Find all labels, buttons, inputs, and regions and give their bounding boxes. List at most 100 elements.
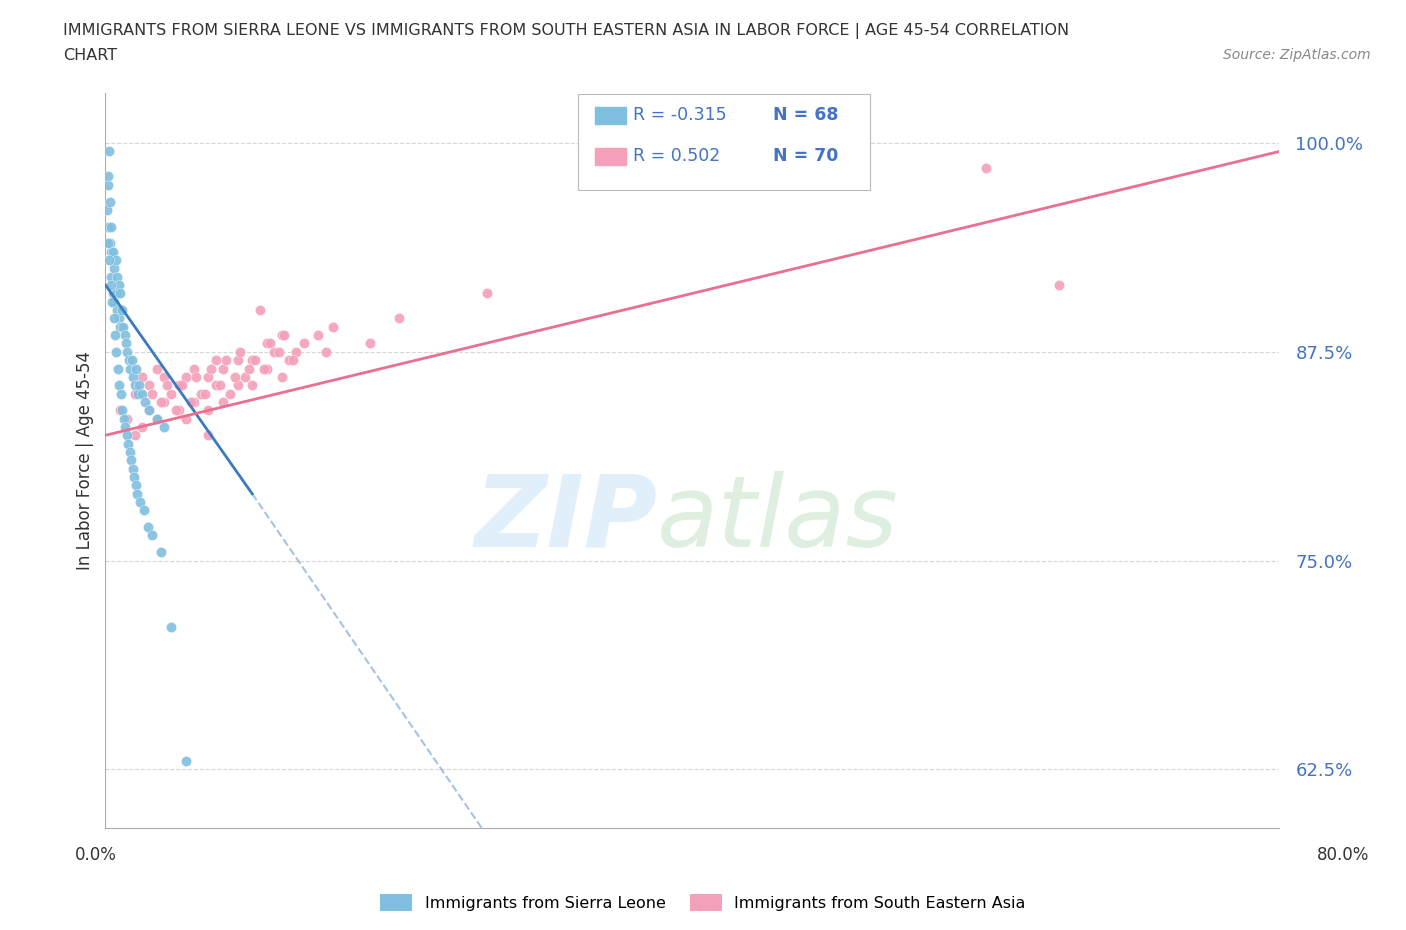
Point [124,428,146,443]
Point [1047,277,1070,292]
Point [108,286,131,300]
Point [103,261,125,276]
Point [249,302,271,317]
Text: 80.0%: 80.0% [1316,846,1369,864]
Point [359,336,381,351]
Point [224,369,246,384]
Point [150,394,173,409]
Point [104,327,127,342]
Point [174,411,197,426]
Point [267,344,290,359]
Point [197,428,219,443]
Text: R = 0.502: R = 0.502 [633,147,720,166]
Point [240,352,263,367]
Point [115,428,138,443]
Point [315,344,337,359]
Point [138,403,160,418]
Point [253,361,276,376]
Point [204,378,226,392]
Point [108,378,131,392]
Point [98,144,121,159]
Point [322,319,344,334]
Point [167,403,190,418]
Point [167,378,190,392]
Text: N = 70: N = 70 [773,147,838,166]
Text: N = 68: N = 68 [773,106,839,125]
Point [146,361,169,376]
Point [233,369,256,384]
Point [138,403,160,418]
Point [101,245,124,259]
Point [127,386,149,401]
Point [97,219,120,234]
Point [105,270,128,285]
Point [97,169,120,184]
Point [475,286,498,300]
Point [98,236,121,251]
Point [129,495,152,510]
Point [183,361,205,376]
Point [141,386,163,401]
Text: IMMIGRANTS FROM SIERRA LEONE VS IMMIGRANTS FROM SOUTH EASTERN ASIA IN LABOR FORC: IMMIGRANTS FROM SIERRA LEONE VS IMMIGRAN… [63,23,1070,39]
Point [114,419,136,434]
Point [104,253,127,268]
Point [285,344,308,359]
Point [153,394,176,409]
Point [103,294,125,309]
Point [211,394,233,409]
Point [197,403,219,418]
Point [122,470,145,485]
Point [974,161,997,176]
Point [120,453,142,468]
Point [256,361,278,376]
Point [141,528,163,543]
Point [240,378,263,392]
Point [117,436,139,451]
Point [107,311,129,325]
Point [111,403,134,418]
Point [125,361,148,376]
Point [200,361,222,376]
Legend: Immigrants from Sierra Leone, Immigrants from South Eastern Asia: Immigrants from Sierra Leone, Immigrants… [374,888,1032,917]
Point [153,369,176,384]
Point [117,411,139,426]
Point [150,545,173,560]
Point [273,327,295,342]
Point [238,361,260,376]
Point [208,378,231,392]
Point [204,352,226,367]
Point [292,336,315,351]
Point [283,352,305,367]
Point [307,327,329,342]
Point [243,352,266,367]
Point [97,178,120,193]
Point [105,302,128,317]
Point [101,294,124,309]
Point [174,753,197,768]
Point [120,361,142,376]
Point [388,311,411,325]
Point [134,394,156,409]
Point [115,336,138,351]
Point [114,327,136,342]
Point [153,419,176,434]
Text: Source: ZipAtlas.com: Source: ZipAtlas.com [1223,48,1371,62]
Point [131,369,153,384]
Point [186,369,208,384]
Point [107,277,129,292]
Point [122,369,145,384]
Text: ZIP: ZIP [474,471,657,567]
Point [215,352,238,367]
Point [156,378,179,392]
Point [124,478,146,493]
Point [160,620,183,635]
Point [124,386,146,401]
Point [125,486,148,501]
Point [211,361,233,376]
Point [124,378,146,392]
Text: CHART: CHART [63,48,117,63]
Point [128,378,150,392]
Point [108,403,131,418]
Point [226,352,249,367]
Point [229,344,252,359]
